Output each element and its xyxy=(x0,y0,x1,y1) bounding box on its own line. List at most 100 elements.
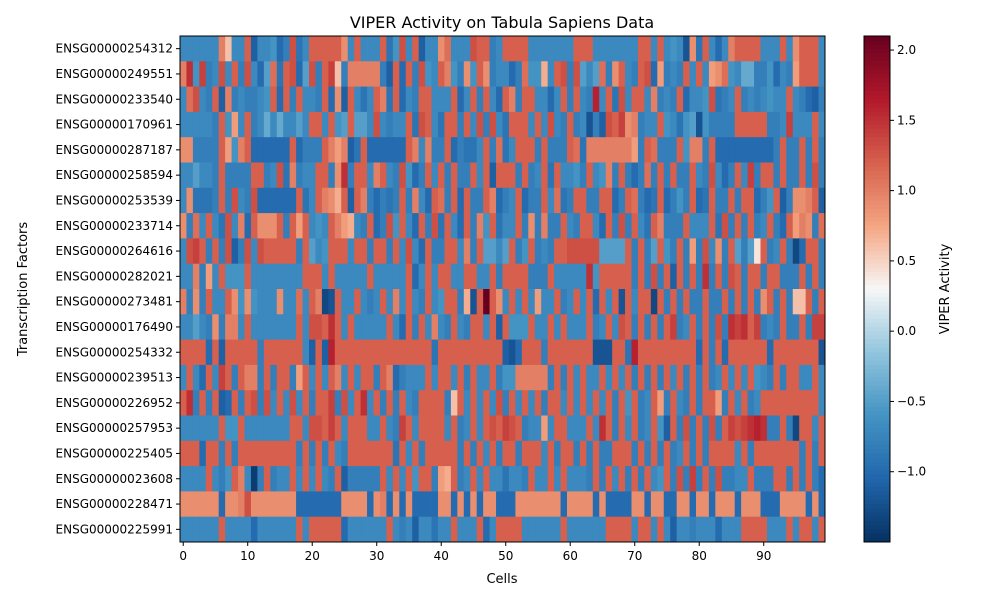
heatmap-cell xyxy=(347,187,355,214)
heatmap-cell xyxy=(238,364,245,391)
heatmap-cell xyxy=(560,36,568,62)
heatmap-cell xyxy=(747,390,755,416)
heatmap-cell xyxy=(328,415,336,442)
heatmap-cell xyxy=(734,111,742,138)
heatmap-cell xyxy=(218,390,226,416)
heatmap-cell xyxy=(192,415,200,442)
heatmap-cell xyxy=(663,390,671,416)
heatmap-cell xyxy=(708,238,716,265)
chart-title: VIPER Activity on Tabula Sapiens Data xyxy=(350,13,654,32)
heatmap-cell xyxy=(225,137,232,163)
heatmap-cell xyxy=(354,364,361,391)
heatmap-cell xyxy=(702,36,710,62)
heatmap-cell xyxy=(760,61,768,87)
heatmap-cell xyxy=(573,86,581,113)
colorbar-segment xyxy=(864,192,890,197)
heatmap-cell xyxy=(508,390,516,416)
heatmap-cell xyxy=(715,36,723,62)
heatmap-cell xyxy=(360,516,368,543)
heatmap-cell xyxy=(715,364,723,391)
heatmap-cell xyxy=(212,516,220,543)
heatmap-cell xyxy=(689,36,697,62)
heatmap-cell xyxy=(412,516,420,543)
heatmap-cell xyxy=(315,86,323,113)
heatmap-cell xyxy=(721,61,729,87)
heatmap-cell xyxy=(238,86,245,113)
heatmap-cell xyxy=(676,111,684,138)
heatmap-cell xyxy=(425,36,432,62)
heatmap-cell xyxy=(347,440,355,467)
heatmap-cell xyxy=(670,213,678,239)
colorbar-segment xyxy=(864,170,890,176)
heatmap-cell xyxy=(599,162,607,189)
heatmap-cell xyxy=(270,364,278,391)
heatmap-cell xyxy=(367,238,374,265)
heatmap-cell xyxy=(463,440,471,467)
heatmap-cell xyxy=(573,491,581,518)
heatmap-cell xyxy=(296,289,303,315)
heatmap-cell xyxy=(644,516,652,543)
heatmap-cell xyxy=(238,339,245,366)
heatmap-cell xyxy=(676,314,684,340)
heatmap-cell xyxy=(379,36,387,62)
colorbar-segment xyxy=(864,183,890,189)
colorbar-segment xyxy=(864,423,890,429)
heatmap-cell xyxy=(747,111,755,138)
heatmap-cell xyxy=(367,390,374,416)
heatmap-cell xyxy=(476,364,484,391)
heatmap-cell xyxy=(599,339,607,366)
y-axis-ticks: ENSG00000254312ENSG00000249551ENSG000002… xyxy=(56,42,180,536)
y-tick-label: ENSG00000257953 xyxy=(56,421,173,435)
heatmap-cell xyxy=(212,213,220,239)
heatmap-cell xyxy=(379,238,387,265)
heatmap-cell xyxy=(270,440,278,467)
colorbar-segment xyxy=(864,474,890,480)
heatmap-cell xyxy=(805,137,813,163)
heatmap-cell xyxy=(438,289,445,315)
heatmap-cell xyxy=(334,516,342,543)
heatmap-cell xyxy=(457,491,465,518)
heatmap-cell xyxy=(302,238,310,265)
heatmap-cell xyxy=(392,466,400,492)
heatmap-cell xyxy=(521,314,529,340)
heatmap-cell xyxy=(644,61,652,87)
heatmap-cell xyxy=(515,364,523,391)
heatmap-cell xyxy=(412,466,420,492)
heatmap-cell xyxy=(689,289,697,315)
heatmap-cell xyxy=(528,86,536,113)
heatmap-cell xyxy=(483,187,490,214)
heatmap-cell xyxy=(296,111,303,138)
heatmap-cell xyxy=(560,137,568,163)
heatmap-cell xyxy=(341,440,349,467)
heatmap-cell xyxy=(760,111,768,138)
heatmap-cell xyxy=(502,415,510,442)
heatmap-cell xyxy=(554,61,561,87)
heatmap-cell xyxy=(605,491,613,518)
heatmap-cell xyxy=(205,86,213,113)
heatmap-cell xyxy=(728,516,736,543)
heatmap-cell xyxy=(799,61,807,87)
colorbar-segment xyxy=(864,48,890,54)
heatmap-cell xyxy=(631,466,639,492)
heatmap-cell xyxy=(315,390,323,416)
heatmap-cell xyxy=(341,289,349,315)
heatmap-cell xyxy=(470,187,478,214)
heatmap-cell xyxy=(489,339,497,366)
colorbar-segment xyxy=(864,103,890,109)
heatmap-cell xyxy=(180,187,187,214)
heatmap-cell xyxy=(483,390,490,416)
heatmap-cell xyxy=(547,238,555,265)
heatmap-cell xyxy=(328,213,336,239)
heatmap-cell xyxy=(496,238,503,265)
heatmap-cell xyxy=(728,137,736,163)
heatmap-cell xyxy=(605,466,613,492)
heatmap-cell xyxy=(715,263,723,290)
heatmap-cell xyxy=(425,289,432,315)
heatmap-cell xyxy=(257,111,265,138)
heatmap-cell xyxy=(721,390,729,416)
heatmap-cell xyxy=(696,213,703,239)
colorbar-segment xyxy=(864,187,890,193)
heatmap-cell xyxy=(360,187,368,214)
heatmap-cell xyxy=(728,187,736,214)
heatmap-cell xyxy=(689,213,697,239)
